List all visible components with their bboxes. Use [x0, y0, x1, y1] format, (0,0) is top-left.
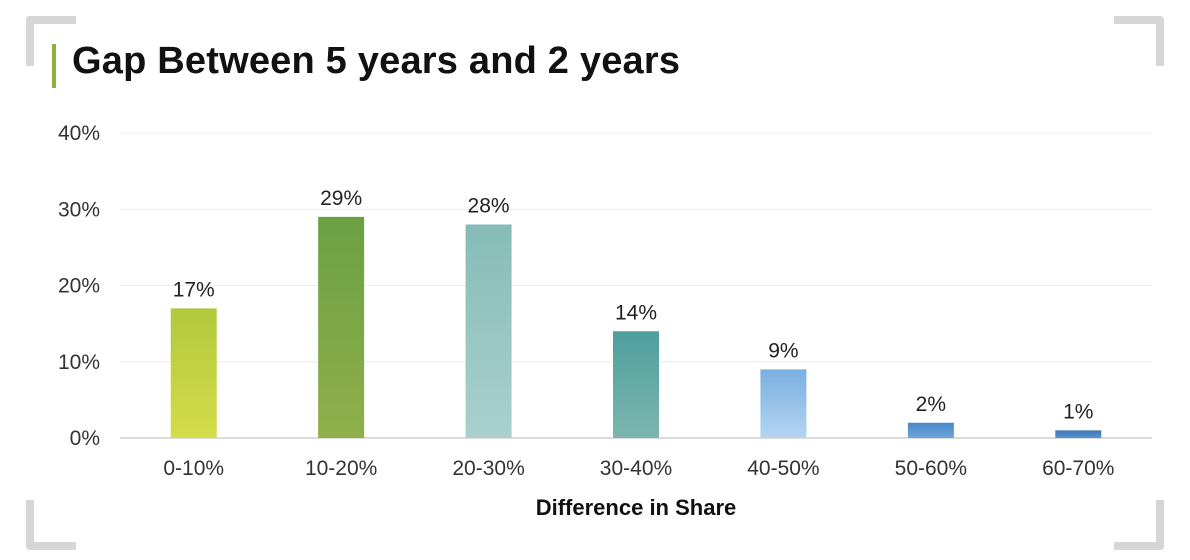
bar-30-40%: [613, 331, 659, 438]
frame-corner-bottom-right: [1114, 500, 1164, 550]
y-tick-label: 40%: [58, 122, 100, 145]
data-label: 14%: [615, 301, 657, 324]
y-axis-ticks: 0% 10% 20% 30% 40%: [58, 122, 100, 450]
x-tick-label: 10-20%: [305, 457, 377, 480]
data-label: 17%: [173, 278, 215, 301]
x-axis-ticks: 0-10% 10-20% 20-30% 30-40% 40-50% 50-60% 60-70…: [163, 457, 1114, 480]
data-label: 2%: [916, 393, 946, 416]
x-tick-label: 60-70%: [1042, 457, 1114, 480]
bar-20-30%: [465, 224, 512, 438]
data-labels: 17% 29% 28% 14% 9% 2% 1%: [173, 187, 1094, 424]
bar-50-60%: [907, 422, 954, 438]
x-tick-label: 0-10%: [163, 457, 224, 480]
bar-0-10%: [170, 308, 217, 438]
x-tick-label: 40-50%: [747, 457, 819, 480]
title-accent-bar: [52, 44, 56, 88]
chart-title: Gap Between 5 years and 2 years: [72, 40, 681, 82]
bar-10-20%: [318, 216, 365, 438]
data-label: 28%: [468, 195, 510, 218]
frame-corner-top-right: [1114, 16, 1164, 66]
x-tick-label: 50-60%: [895, 457, 967, 480]
x-tick-label: 30-40%: [600, 457, 672, 480]
y-tick-label: 10%: [58, 351, 100, 374]
frame-corner-bottom-left: [26, 500, 76, 550]
data-label: 9%: [768, 339, 798, 362]
y-tick-label: 20%: [58, 275, 100, 298]
y-tick-label: 0%: [70, 427, 100, 450]
data-label: 29%: [320, 187, 362, 210]
bar-40-50%: [760, 369, 807, 438]
bars: [170, 216, 1102, 438]
bar-60-70%: [1055, 430, 1102, 438]
y-tick-label: 30%: [58, 198, 100, 221]
frame-corner-top-left: [26, 16, 76, 66]
x-axis-title: Difference in Share: [536, 495, 737, 520]
data-label: 1%: [1063, 400, 1093, 423]
x-tick-label: 20-30%: [452, 457, 524, 480]
